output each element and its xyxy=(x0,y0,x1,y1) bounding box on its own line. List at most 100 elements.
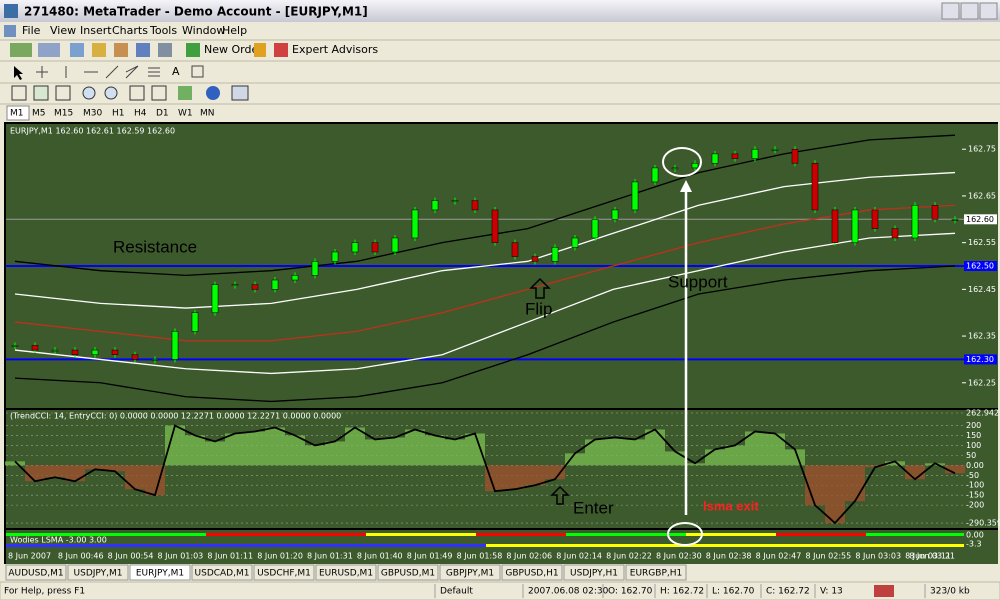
y-tick-label: 100 xyxy=(966,441,981,450)
cci-bar xyxy=(885,461,905,466)
y-tick-label: 162.75 xyxy=(968,145,996,154)
drawing-toolbar: A xyxy=(14,65,204,80)
level-label: 162.50 xyxy=(966,262,994,271)
menu-item[interactable]: Window xyxy=(182,24,225,37)
y-tick-label: -50 xyxy=(966,471,979,480)
candle xyxy=(531,256,539,262)
menu-item[interactable]: File xyxy=(22,24,41,37)
cci-bar xyxy=(525,465,545,486)
candle xyxy=(551,247,559,262)
tool-icon[interactable] xyxy=(136,43,150,57)
candle xyxy=(851,209,859,243)
menu-icon xyxy=(4,25,16,37)
timeframe-button[interactable]: M5 xyxy=(32,109,46,119)
maximize[interactable] xyxy=(960,2,979,20)
tab[interactable] xyxy=(191,564,253,581)
timeframe-button[interactable]: M15 xyxy=(54,109,73,119)
toolbar-button[interactable]: New Order xyxy=(204,43,263,56)
timeframe-button[interactable]: W1 xyxy=(178,109,193,119)
candle xyxy=(311,261,319,276)
svg-text:A: A xyxy=(172,65,180,78)
lsma-strip xyxy=(6,533,964,547)
menu-item[interactable]: Help xyxy=(222,24,247,37)
tab[interactable] xyxy=(67,564,129,581)
tab[interactable] xyxy=(253,564,315,581)
timeframe-button[interactable]: H4 xyxy=(134,109,147,119)
plot: 162.75 162.65 162.55 162.45 162.35 162.25 162.… xyxy=(5,134,1000,561)
candle xyxy=(31,345,39,351)
cci-bar xyxy=(145,465,165,496)
tab-label: EURJPY,M1 xyxy=(136,569,184,579)
tool-icon[interactable] xyxy=(158,43,172,57)
new-order-icon[interactable] xyxy=(186,43,200,57)
close[interactable] xyxy=(979,2,998,20)
y-tick-label: -150 xyxy=(966,491,984,500)
tab[interactable] xyxy=(439,564,501,581)
x-tick-label: 8 Jun 00:46 xyxy=(58,552,104,561)
cci-bar xyxy=(625,439,645,466)
lsma-axis xyxy=(964,530,998,548)
window-title: 271480: MetaTrader - Demo Account - [EUR… xyxy=(24,5,368,19)
tab[interactable] xyxy=(129,564,191,581)
x-tick-label: 8 Jun 03:21 xyxy=(909,552,955,561)
status-field: O: 162.70 xyxy=(608,587,653,597)
x-tick-label: 8 Jun 02:30 xyxy=(656,552,702,561)
x-tick-label: 8 Jun 03:03 xyxy=(855,552,901,561)
candle xyxy=(511,242,519,257)
timeframe-button[interactable]: M1 xyxy=(10,109,24,119)
tool-icon[interactable] xyxy=(38,43,60,57)
tool-icon[interactable] xyxy=(10,43,32,57)
minimize[interactable] xyxy=(941,2,960,20)
tab-label: GBPUSD,H1 xyxy=(505,569,558,579)
cci-bar xyxy=(605,437,625,466)
status-field: 2007.06.08 02:30 xyxy=(528,587,609,597)
tool-icon[interactable] xyxy=(254,43,266,57)
menu-item[interactable]: Tools xyxy=(149,24,177,37)
signal-icon xyxy=(874,585,894,597)
tool-icon[interactable] xyxy=(92,43,106,57)
tab[interactable] xyxy=(625,564,687,581)
x-tick-label: 8 Jun 02:55 xyxy=(805,552,851,561)
tab-label: GBPJPY,M1 xyxy=(446,569,494,579)
window-buttons xyxy=(941,2,998,20)
timeframe-button[interactable]: M30 xyxy=(83,109,102,119)
timeframe-button[interactable]: D1 xyxy=(156,109,169,119)
timeframe-button[interactable]: H1 xyxy=(112,109,125,119)
tool-icon[interactable] xyxy=(114,43,128,57)
cci-bar xyxy=(745,431,765,466)
candle xyxy=(411,209,419,239)
status-fields: For Help, press F1 Default 2007.06.08 02:3… xyxy=(4,584,970,598)
candle xyxy=(91,349,99,356)
toolbar-button[interactable]: Expert Advisors xyxy=(292,43,378,56)
cci-bar xyxy=(445,439,465,466)
y-tick-label: 50 xyxy=(966,451,976,460)
x-tick-label: 8 Jun 01:49 xyxy=(407,552,453,561)
cci-bar xyxy=(505,465,525,490)
tab[interactable] xyxy=(377,564,439,581)
candle xyxy=(271,279,279,290)
cci-bar xyxy=(425,435,445,466)
title-bar xyxy=(0,0,1000,22)
candle xyxy=(151,359,159,361)
candle xyxy=(471,200,479,211)
tab[interactable] xyxy=(501,564,563,581)
x-tick-label: 8 Jun 01:58 xyxy=(457,552,503,561)
time-axis xyxy=(6,548,998,564)
menu-item[interactable]: View xyxy=(50,24,76,37)
cci-bar xyxy=(565,453,585,466)
candle xyxy=(291,275,299,281)
candle xyxy=(811,162,819,211)
tab[interactable] xyxy=(315,564,377,581)
level-label-box xyxy=(964,214,997,225)
timeframe-button[interactable]: MN xyxy=(200,109,215,119)
tool-icon[interactable] xyxy=(70,43,84,57)
menu-item[interactable]: Charts xyxy=(112,24,148,37)
candle xyxy=(491,209,499,243)
tab[interactable] xyxy=(5,564,67,581)
lsma-axis-label: 0.00 xyxy=(966,531,984,540)
tab[interactable] xyxy=(563,564,625,581)
expert-icon[interactable] xyxy=(274,43,288,57)
menu-item[interactable]: Insert xyxy=(80,24,112,37)
level-label-box xyxy=(964,261,997,271)
